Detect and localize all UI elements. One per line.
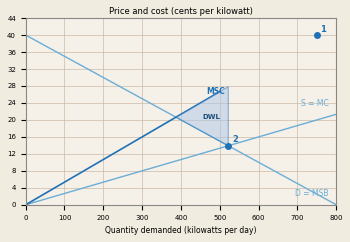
Text: 2: 2 bbox=[232, 135, 238, 144]
Text: 1: 1 bbox=[320, 25, 326, 34]
Title: Price and cost (cents per kilowatt): Price and cost (cents per kilowatt) bbox=[109, 7, 253, 16]
Text: MSC: MSC bbox=[206, 87, 225, 97]
Text: S = MC: S = MC bbox=[301, 99, 329, 108]
Text: DWL: DWL bbox=[202, 113, 220, 120]
Text: D = MSB: D = MSB bbox=[295, 189, 329, 198]
Polygon shape bbox=[176, 87, 228, 146]
X-axis label: Quantity demanded (kilowatts per day): Quantity demanded (kilowatts per day) bbox=[105, 226, 257, 235]
